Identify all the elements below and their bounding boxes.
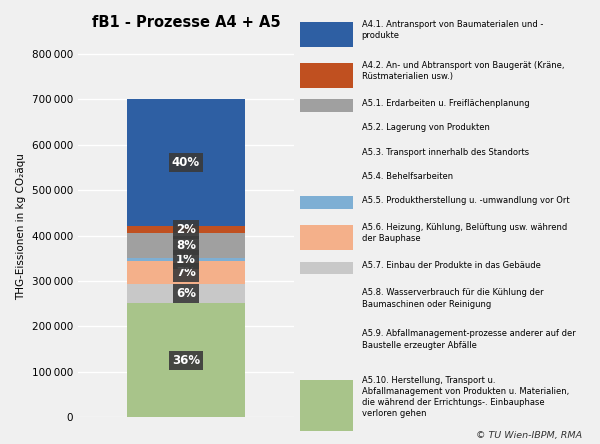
Text: A5.6. Heizung, Kühlung, Belüftung usw. während
der Bauphase: A5.6. Heizung, Kühlung, Belüftung usw. w… bbox=[362, 223, 567, 243]
Text: © TU Wien-IBPM, RMA: © TU Wien-IBPM, RMA bbox=[476, 431, 582, 440]
FancyBboxPatch shape bbox=[300, 381, 353, 431]
Bar bbox=[127, 284, 245, 303]
Text: A5.5. Produktherstellung u. -umwandlung vor Ort: A5.5. Produktherstellung u. -umwandlung … bbox=[362, 196, 569, 205]
Text: A5.4. Behelfsarbeiten: A5.4. Behelfsarbeiten bbox=[362, 172, 453, 181]
Text: 2%: 2% bbox=[176, 223, 196, 236]
Text: A5.10. Herstellung, Transport u.
Abfallmanagement von Produkten u. Materialien,
: A5.10. Herstellung, Transport u. Abfallm… bbox=[362, 376, 569, 418]
Text: 8%: 8% bbox=[176, 239, 196, 252]
Text: A5.3. Transport innerhalb des Standorts: A5.3. Transport innerhalb des Standorts bbox=[362, 148, 529, 157]
FancyBboxPatch shape bbox=[300, 262, 353, 274]
Text: 1%: 1% bbox=[176, 254, 196, 266]
Bar bbox=[127, 226, 245, 233]
Bar bbox=[127, 258, 245, 262]
Text: 6%: 6% bbox=[176, 287, 196, 300]
Y-axis label: THG-Eissionen in kg CO₂äqu: THG-Eissionen in kg CO₂äqu bbox=[16, 153, 26, 300]
FancyBboxPatch shape bbox=[300, 196, 353, 209]
Text: A5.8. Wasserverbrauch für die Kühlung der
Baumaschinen oder Reinigung: A5.8. Wasserverbrauch für die Kühlung de… bbox=[362, 289, 544, 309]
FancyBboxPatch shape bbox=[300, 225, 353, 250]
Text: A5.1. Erdarbeiten u. Freiflächenplanung: A5.1. Erdarbeiten u. Freiflächenplanung bbox=[362, 99, 529, 108]
Text: A5.9. Abfallmanagement-prozesse anderer auf der
Baustelle erzeugter Abfälle: A5.9. Abfallmanagement-prozesse anderer … bbox=[362, 329, 575, 349]
Bar bbox=[127, 303, 245, 417]
Text: A5.7. Einbau der Produkte in das Gebäude: A5.7. Einbau der Produkte in das Gebäude bbox=[362, 262, 541, 270]
Text: 36%: 36% bbox=[172, 353, 200, 367]
Text: A4.2. An- und Abtransport von Baugerät (Kräne,
Rüstmaterialien usw.): A4.2. An- und Abtransport von Baugerät (… bbox=[362, 61, 564, 81]
Bar bbox=[127, 233, 245, 258]
FancyBboxPatch shape bbox=[300, 63, 353, 88]
Bar bbox=[127, 99, 245, 226]
Bar bbox=[127, 262, 245, 284]
Title: fB1 - Prozesse A4 + A5: fB1 - Prozesse A4 + A5 bbox=[92, 15, 280, 30]
Text: A5.2. Lagerung von Produkten: A5.2. Lagerung von Produkten bbox=[362, 123, 490, 132]
Text: A4.1. Antransport von Baumaterialen und -
produkte: A4.1. Antransport von Baumaterialen und … bbox=[362, 20, 543, 40]
FancyBboxPatch shape bbox=[300, 99, 353, 112]
Text: 7%: 7% bbox=[176, 266, 196, 279]
Text: 40%: 40% bbox=[172, 156, 200, 169]
FancyBboxPatch shape bbox=[300, 22, 353, 47]
